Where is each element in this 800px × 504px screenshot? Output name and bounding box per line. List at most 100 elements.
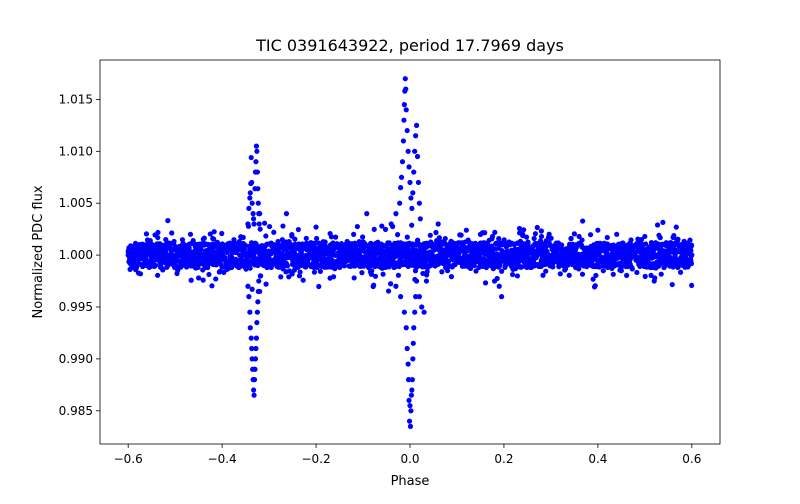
- baseline-point: [628, 237, 634, 243]
- baseline-point: [213, 276, 219, 282]
- data-point: [253, 335, 260, 341]
- data-point: [247, 325, 253, 331]
- baseline-point: [353, 243, 359, 249]
- data-point: [415, 179, 422, 186]
- baseline-point: [571, 231, 577, 237]
- data-point: [407, 179, 413, 186]
- data-point: [283, 211, 290, 217]
- baseline-point: [496, 236, 502, 242]
- baseline-point: [354, 223, 360, 230]
- data-point: [249, 200, 255, 206]
- data-point: [421, 309, 427, 315]
- data-point: [409, 387, 415, 393]
- data-point: [240, 234, 246, 241]
- baseline-point: [638, 236, 645, 243]
- data-point: [249, 179, 255, 186]
- data-point: [670, 234, 676, 241]
- baseline-point: [688, 248, 694, 254]
- data-point: [247, 190, 253, 196]
- baseline-point: [424, 268, 430, 275]
- data-point: [251, 392, 257, 398]
- baseline-point: [283, 247, 289, 253]
- data-point: [332, 266, 338, 272]
- data-point: [253, 159, 259, 165]
- data-point: [247, 195, 253, 201]
- data-point: [246, 294, 252, 300]
- baseline-point: [587, 232, 594, 238]
- y-axis-ticks: 0.985 0.990 0.995 1.000 1.005 1.010 1.015: [59, 92, 100, 418]
- baseline-point: [209, 283, 215, 289]
- data-point: [254, 169, 260, 175]
- x-tick-label: 0.6: [682, 452, 701, 466]
- data-point: [406, 397, 412, 404]
- data-point: [403, 107, 409, 113]
- baseline-point: [266, 223, 273, 230]
- baseline-point: [593, 272, 599, 279]
- baseline-point: [610, 271, 616, 277]
- baseline-point: [371, 226, 377, 232]
- baseline-point: [669, 281, 675, 288]
- data-point: [313, 224, 319, 230]
- baseline-point: [333, 234, 339, 240]
- baseline-point: [634, 269, 640, 276]
- y-tick-label: 0.990: [59, 352, 93, 366]
- data-point: [254, 148, 260, 154]
- baseline-point: [550, 264, 556, 270]
- baseline-point: [543, 244, 549, 250]
- baseline-point: [155, 272, 161, 278]
- data-point: [417, 216, 423, 222]
- x-axis-label: Phase: [391, 474, 430, 489]
- data-point: [256, 278, 262, 284]
- data-point: [254, 319, 260, 326]
- baseline-point: [351, 275, 357, 281]
- baseline-point: [322, 239, 328, 245]
- baseline-point: [559, 242, 565, 248]
- baseline-point: [328, 234, 335, 240]
- baseline-point: [592, 283, 598, 289]
- baseline-point: [165, 218, 171, 224]
- baseline-point: [568, 235, 574, 242]
- baseline-point: [473, 268, 479, 274]
- data-point: [618, 268, 624, 274]
- baseline-point: [458, 232, 464, 238]
- data-point: [412, 148, 418, 154]
- baseline-point: [678, 269, 684, 275]
- data-point: [557, 271, 563, 277]
- data-point: [407, 423, 414, 429]
- baseline-point: [263, 281, 269, 287]
- baseline-point: [433, 229, 439, 236]
- baseline-point: [658, 271, 664, 277]
- data-point: [398, 174, 405, 180]
- baseline-point: [642, 241, 649, 247]
- baseline-point: [501, 237, 507, 243]
- baseline-point: [211, 229, 217, 235]
- baseline-point: [286, 274, 292, 280]
- x-tick-label: 0.4: [588, 452, 607, 466]
- baseline-point: [395, 272, 402, 278]
- y-tick-label: 1.010: [59, 144, 93, 158]
- data-point: [251, 221, 257, 227]
- baseline-point: [300, 277, 306, 283]
- baseline-point: [566, 272, 572, 278]
- baseline-point: [642, 273, 648, 279]
- x-tick-label: −0.2: [301, 452, 330, 466]
- baseline-point: [369, 268, 375, 274]
- data-point: [406, 418, 413, 424]
- baseline-point: [492, 229, 498, 235]
- baseline-point: [152, 262, 159, 268]
- data-point: [409, 377, 415, 383]
- baseline-point: [499, 268, 505, 274]
- x-tick-label: 0.2: [494, 452, 513, 466]
- data-point: [249, 345, 255, 352]
- baseline-point: [557, 263, 563, 269]
- baseline-point: [220, 264, 226, 270]
- data-point: [491, 278, 498, 284]
- baseline-point: [540, 272, 546, 278]
- data-point: [423, 278, 430, 284]
- baseline-point: [311, 269, 318, 275]
- baseline-point: [382, 226, 389, 232]
- data-point: [595, 227, 601, 233]
- data-point: [247, 309, 253, 315]
- baseline-point: [297, 269, 303, 275]
- data-point: [435, 221, 441, 227]
